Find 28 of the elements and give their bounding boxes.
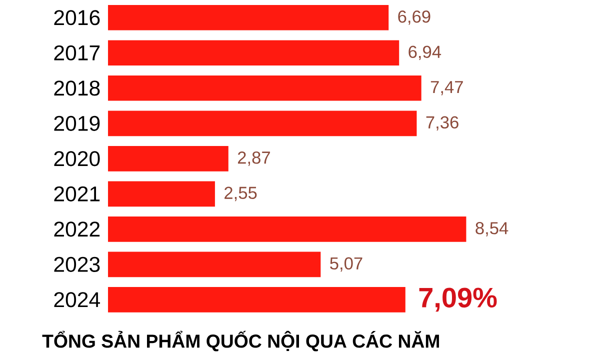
bar bbox=[108, 110, 417, 136]
text: TỔNG SẢN PHẨM QUỐC NỘI QUA CÁC NĂM bbox=[42, 330, 439, 352]
data-label: 2,87 bbox=[238, 151, 270, 166]
bar bbox=[108, 216, 466, 242]
y-tick-label: 2021 bbox=[54, 186, 100, 202]
bar bbox=[108, 40, 400, 66]
data-label: 7,47 bbox=[430, 81, 463, 96]
bar bbox=[108, 146, 228, 172]
bar bbox=[108, 4, 389, 30]
y-tick-label: 2016 bbox=[54, 10, 100, 26]
y-tick-label: 2018 bbox=[54, 80, 100, 96]
bar bbox=[108, 252, 321, 278]
y-tick-label: 2019 bbox=[54, 116, 100, 131]
bar bbox=[108, 75, 422, 101]
data-label: 6,69 bbox=[398, 10, 430, 25]
y-tick-label: 2020 bbox=[54, 151, 100, 166]
y-tick-label: 2023 bbox=[54, 256, 100, 272]
data-label: 2,55 bbox=[224, 186, 257, 202]
y-tick-label: 2022 bbox=[54, 222, 100, 237]
data-label: 6,94 bbox=[408, 46, 442, 60]
y-tick-label: 2024 bbox=[54, 292, 100, 308]
data-label: 7,09% bbox=[419, 288, 497, 312]
data-label: 8,54 bbox=[476, 222, 508, 236]
y-tick-label: 2017 bbox=[54, 45, 100, 60]
bar bbox=[108, 181, 215, 207]
data-label: 7,36 bbox=[426, 116, 458, 131]
bar bbox=[108, 287, 406, 312]
data-label: 5,07 bbox=[330, 257, 362, 272]
